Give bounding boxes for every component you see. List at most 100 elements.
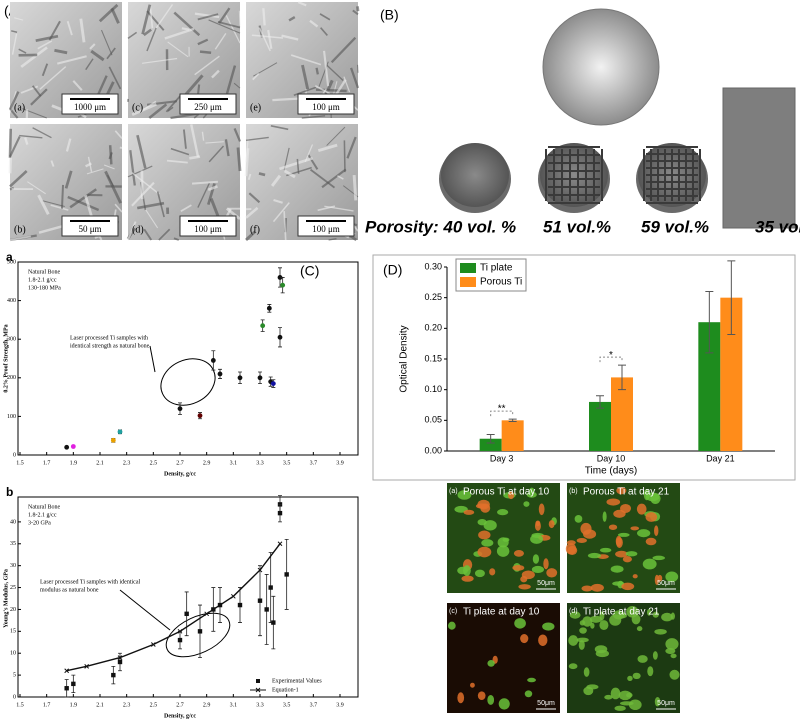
- texture: [143, 228, 153, 241]
- cell: [574, 515, 583, 523]
- image-label: (c): [132, 102, 143, 113]
- y-tick-label: 0.05: [424, 415, 442, 425]
- texture: [309, 168, 336, 189]
- arrow: [119, 589, 171, 631]
- scale-label: 1000 μm: [74, 102, 106, 112]
- texture: [182, 129, 187, 149]
- texture: [48, 20, 61, 41]
- texture: [96, 75, 108, 96]
- texture: [72, 80, 83, 91]
- panel-label: (C): [300, 263, 319, 279]
- point: [277, 510, 283, 516]
- y-tick-label: 500: [7, 259, 16, 265]
- cell: [526, 491, 537, 498]
- panel-label: (D): [383, 262, 402, 278]
- cell: [498, 698, 510, 710]
- image-caption: Ti plate at day 10: [463, 607, 540, 618]
- texture: [67, 195, 100, 212]
- texture: [247, 173, 252, 181]
- annotation: 1.8-2.1 g/cc: [28, 277, 57, 283]
- x-tick-label: 2.7: [176, 460, 184, 466]
- image-label: (b): [569, 488, 578, 495]
- cell: [512, 564, 525, 571]
- cell: [487, 694, 495, 705]
- texture: [279, 156, 313, 171]
- texture: [127, 165, 153, 178]
- texture: [41, 63, 49, 77]
- cell: [612, 581, 625, 586]
- texture: [11, 33, 18, 55]
- cell: [625, 551, 638, 557]
- cell: [489, 568, 496, 576]
- cell: [463, 565, 471, 577]
- texture: [272, 97, 298, 102]
- texture: [31, 85, 42, 97]
- bar: [698, 322, 721, 451]
- texture: [326, 64, 344, 81]
- texture: [167, 41, 189, 58]
- texture: [283, 169, 296, 179]
- texture: [225, 65, 237, 95]
- texture: [208, 19, 241, 34]
- texture: [50, 160, 55, 167]
- texture: [208, 145, 225, 163]
- annotation: modulus as natural bone: [40, 587, 99, 593]
- cell: [632, 672, 641, 680]
- texture: [170, 112, 197, 120]
- marker: [84, 664, 90, 669]
- arrow: [149, 345, 156, 373]
- texture: [197, 182, 211, 208]
- cell: [621, 582, 635, 591]
- texture: [207, 185, 218, 192]
- cell: [665, 571, 679, 583]
- cell: [661, 612, 673, 622]
- scale-label: 250 μm: [194, 102, 222, 112]
- texture: [108, 66, 122, 90]
- texture: [164, 27, 195, 40]
- cell: [546, 568, 558, 578]
- cell: [646, 608, 652, 616]
- cell: [622, 556, 632, 563]
- texture: [352, 9, 359, 16]
- x-tick-label: 2.5: [150, 702, 158, 708]
- cell: [543, 558, 549, 570]
- point: [64, 686, 69, 691]
- scale-label: 50 μm: [78, 224, 101, 234]
- scale-label: 100 μm: [312, 224, 340, 234]
- texture: [42, 200, 65, 208]
- texture: [85, 58, 94, 71]
- texture: [64, 170, 73, 189]
- scale-label: 50μm: [657, 700, 675, 707]
- x-tick-label: 3.5: [283, 460, 291, 466]
- texture: [307, 154, 319, 170]
- x-axis-label: Density, g/cc: [164, 713, 196, 719]
- annotation: 3-20 GPa: [28, 520, 51, 526]
- cell: [586, 684, 599, 690]
- texture: [85, 162, 92, 168]
- cell: [643, 489, 650, 501]
- annotation: Laser processed Ti samples with identica…: [40, 579, 140, 585]
- cell: [654, 628, 667, 635]
- cell: [645, 537, 657, 546]
- annotation: Natural Bone: [28, 269, 60, 275]
- cell: [642, 558, 657, 570]
- texture: [69, 188, 97, 209]
- cell: [470, 682, 475, 688]
- x-axis-label: Density, g/cc: [164, 471, 196, 477]
- bar: [611, 377, 633, 451]
- point: [277, 275, 283, 280]
- texture: [35, 34, 59, 43]
- texture: [136, 134, 147, 169]
- texture: [315, 67, 319, 75]
- highlight: [165, 612, 231, 658]
- cell: [599, 547, 612, 553]
- y-axis-label: Optical Density: [399, 325, 410, 392]
- texture: [165, 95, 182, 113]
- cell: [626, 606, 639, 618]
- x-tick-label: 1.9: [70, 702, 78, 708]
- texture: [142, 57, 178, 64]
- texture: [323, 50, 330, 87]
- cell: [487, 660, 495, 667]
- x-tick-label: 2.7: [176, 702, 184, 708]
- texture: [330, 36, 357, 64]
